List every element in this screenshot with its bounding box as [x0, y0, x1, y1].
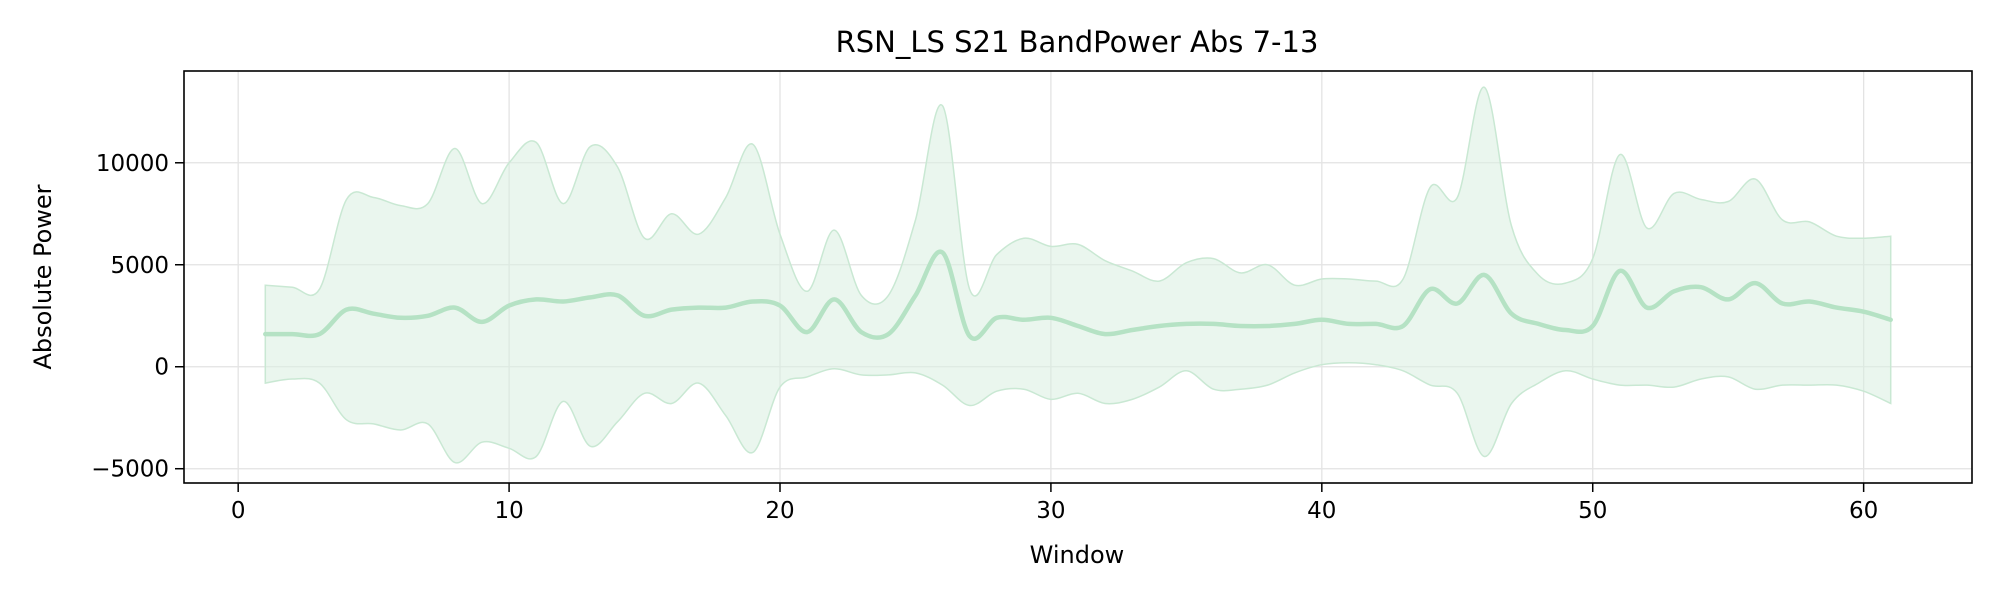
- x-tick-label: 40: [1307, 498, 1336, 524]
- y-tick-label: 10000: [96, 151, 169, 177]
- x-tick-label: 10: [494, 498, 523, 524]
- mean-series-line: [263, 249, 1893, 341]
- y-tick-label: 0: [154, 355, 169, 381]
- y-axis-label: Absolute Power: [29, 184, 57, 369]
- chart-title: RSN_LS S21 BandPower Abs 7-13: [836, 25, 1319, 59]
- x-tick-label: 60: [1849, 498, 1878, 524]
- y-axis: −5000 0 5000 10000: [91, 151, 184, 483]
- x-tick-label: 0: [231, 498, 246, 524]
- x-axis-label: Window: [1030, 541, 1125, 569]
- x-tick-label: 50: [1578, 498, 1607, 524]
- y-tick-label: 5000: [110, 253, 169, 279]
- plot-frame: [183, 70, 1973, 484]
- x-axis: 0 10 20 30 40 50 60: [231, 483, 1878, 524]
- x-tick-label: 30: [1036, 498, 1065, 524]
- y-tick-label: −5000: [91, 457, 169, 483]
- x-tick-label: 20: [765, 498, 794, 524]
- std-band-area: [264, 86, 1892, 464]
